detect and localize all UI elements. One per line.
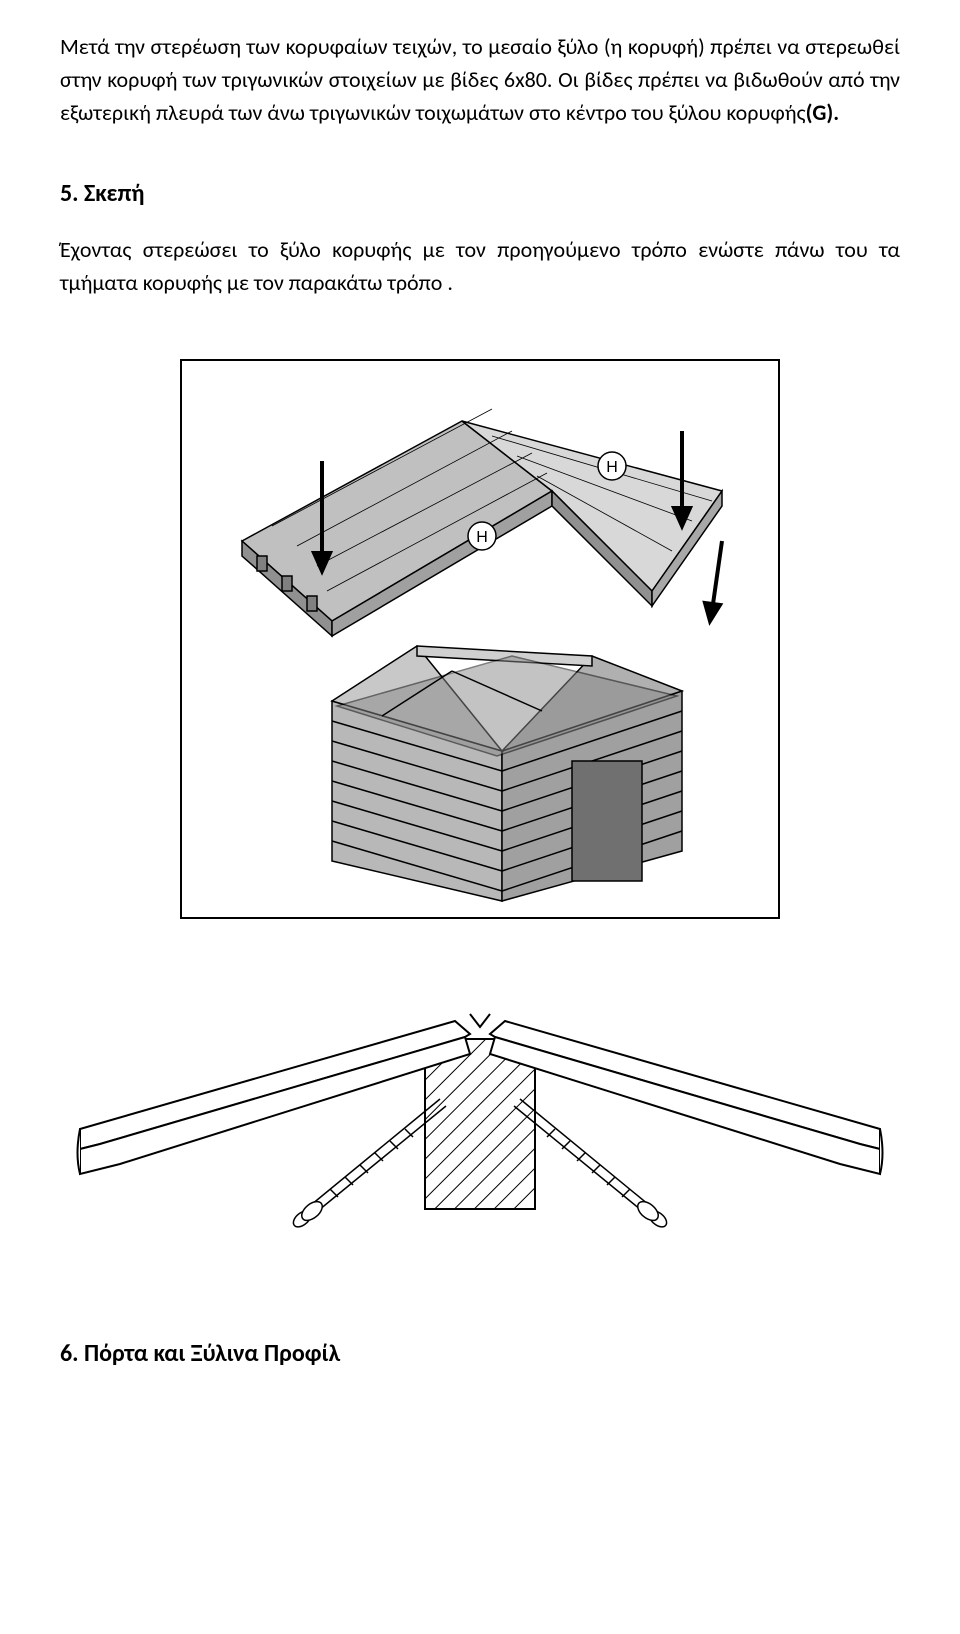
heading-6-door: 6. Πόρτα και Ξύλινα Προφίλ: [60, 1339, 900, 1368]
roof-assembly-illustration: H H: [180, 359, 780, 919]
heading-5-roof: 5. Σκεπή: [60, 179, 900, 208]
intro-text: Μετά την στερέωση των κορυφαίων τειχών, …: [60, 33, 900, 126]
intro-paragraph: Μετά την στερέωση των κορυφαίων τειχών, …: [60, 30, 900, 129]
intro-bold: (G).: [806, 99, 840, 126]
roof-assembly-figure: H H: [60, 359, 900, 919]
ridge-detail-figure: [60, 979, 900, 1279]
label-h-right: H: [606, 459, 618, 476]
label-h-left: H: [476, 529, 488, 546]
roof-paragraph: Έχοντας στερεώσει το ξύλο κορυφής με τον…: [60, 233, 900, 299]
ridge-cross-section-illustration: [70, 979, 890, 1279]
